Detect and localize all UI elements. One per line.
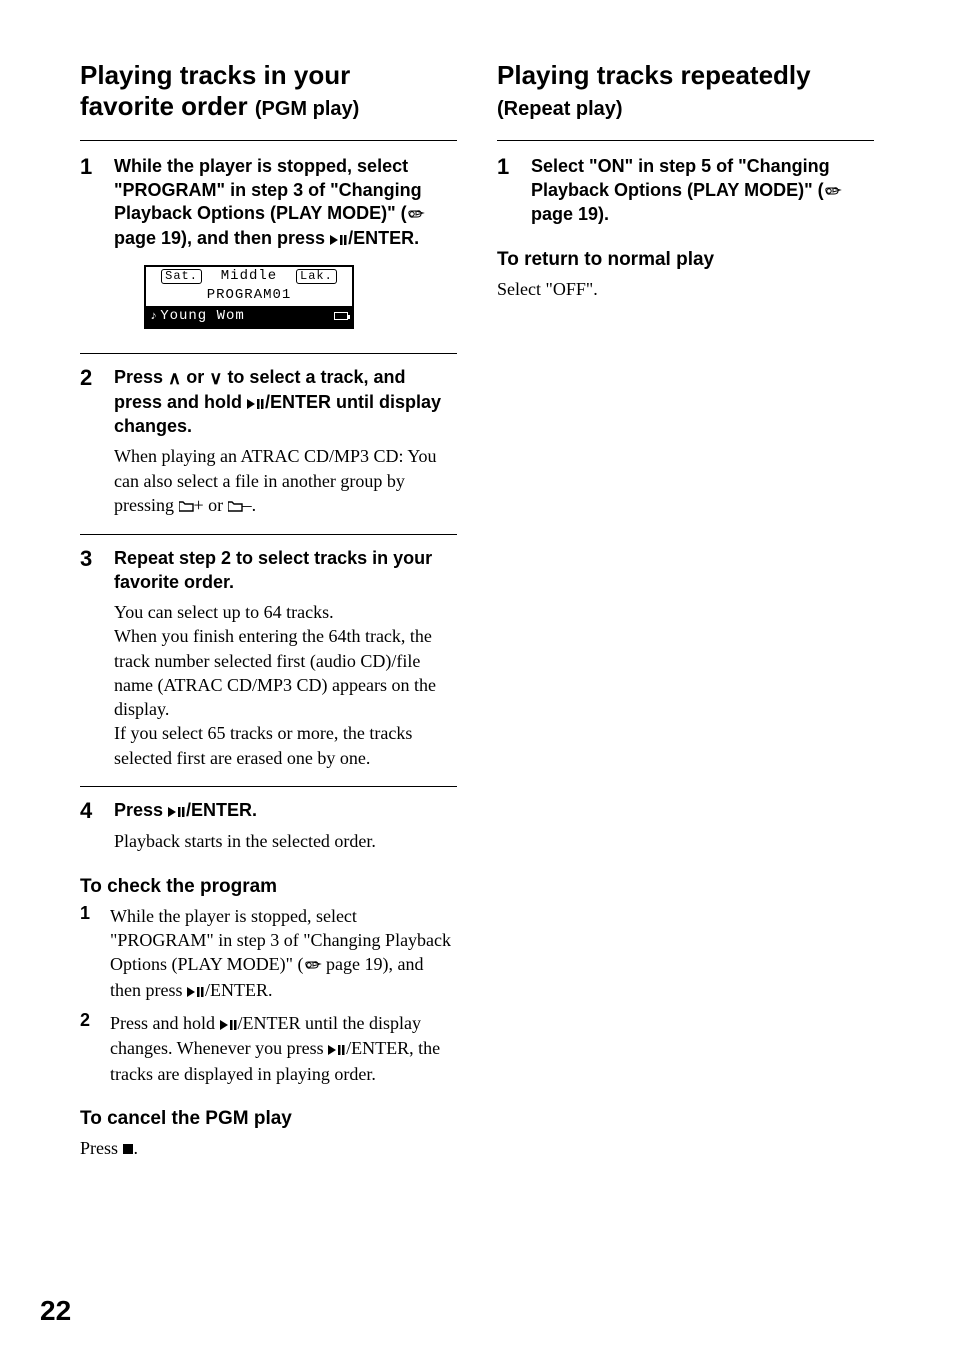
step-3-head: Repeat step 2 to select tracks in your f…: [114, 547, 457, 594]
step-number: 3: [80, 547, 102, 770]
battery-icon: [334, 312, 348, 320]
cancel-text: Press .: [80, 1136, 457, 1161]
title-sub: (PGM play): [255, 98, 359, 120]
right-step-1-head: Select "ON" in step 5 of "Changing Playb…: [531, 155, 874, 226]
right-column: Playing tracks repeatedly (Repeat play) …: [497, 60, 874, 1161]
play-pause-icon: [187, 979, 205, 1003]
lcd-sat: Sat.: [161, 269, 202, 284]
left-column: Playing tracks in your favorite order (P…: [80, 60, 457, 1161]
step-2-text: When playing an ATRAC CD/MP3 CD: You can…: [114, 444, 457, 518]
play-pause-icon: [328, 1037, 346, 1061]
title-line2: favorite order: [80, 91, 255, 121]
cancel-heading: To cancel the PGM play: [80, 1108, 457, 1130]
step-number: 1: [497, 155, 519, 226]
return-heading: To return to normal play: [497, 249, 874, 271]
step-4-text: Playback starts in the selected order.: [114, 829, 457, 853]
page-number: 22: [40, 1295, 71, 1327]
play-pause-icon: [247, 392, 265, 415]
step-4-head: Press /ENTER.: [114, 799, 457, 823]
left-title: Playing tracks in your favorite order (P…: [80, 60, 457, 122]
up-icon: ∧: [168, 367, 181, 390]
lcd-track: Young Wom: [160, 309, 334, 324]
hand-icon: [824, 180, 842, 203]
check-list: 1 While the player is stopped, select "P…: [80, 904, 457, 1086]
list-item: 1 While the player is stopped, select "P…: [80, 904, 457, 1003]
check-heading: To check the program: [80, 876, 457, 898]
list-number: 1: [80, 904, 98, 1003]
step-3-text: You can select up to 64 tracks. When you…: [114, 600, 457, 770]
step-number: 2: [80, 366, 102, 518]
lcd-middle: Middle: [221, 268, 277, 284]
play-pause-icon: [168, 800, 186, 823]
divider: [80, 534, 457, 535]
play-pause-icon: [330, 228, 348, 251]
lcd-lak: Lak.: [296, 269, 337, 284]
right-step-1: 1 Select "ON" in step 5 of "Changing Pla…: [497, 155, 874, 226]
note-icon: ♪: [150, 310, 157, 323]
check-item-2: Press and hold /ENTER until the display …: [110, 1011, 457, 1086]
hand-icon: [407, 203, 425, 226]
title-sub: (Repeat play): [497, 98, 623, 120]
step-4: 4 Press /ENTER. Playback starts in the s…: [80, 799, 457, 854]
play-pause-icon: [220, 1012, 238, 1036]
step-2: 2 Press ∧ or ∨ to select a track, and pr…: [80, 366, 457, 518]
title-line1: Playing tracks in your: [80, 60, 350, 90]
lcd-display: Sat. Middle Lak. PROGRAM01 ♪ Young Wom: [144, 265, 354, 329]
divider: [80, 353, 457, 354]
step-1: 1 While the player is stopped, select "P…: [80, 155, 457, 337]
right-title: Playing tracks repeatedly (Repeat play): [497, 60, 874, 122]
title-line1: Playing tracks repeatedly: [497, 60, 811, 90]
step-1-head: While the player is stopped, select "PRO…: [114, 155, 457, 251]
step-3: 3 Repeat step 2 to select tracks in your…: [80, 547, 457, 770]
divider: [80, 786, 457, 787]
stop-icon: [123, 1137, 134, 1161]
return-text: Select "OFF".: [497, 277, 874, 301]
step-2-head: Press ∧ or ∨ to select a track, and pres…: [114, 366, 457, 438]
check-item-1: While the player is stopped, select "PRO…: [110, 904, 457, 1003]
list-number: 2: [80, 1011, 98, 1086]
down-icon: ∨: [209, 367, 222, 390]
divider: [497, 140, 874, 141]
hand-icon: [304, 953, 322, 977]
folder-icon: [228, 494, 243, 518]
lcd-program: PROGRAM01: [146, 286, 352, 305]
divider: [80, 140, 457, 141]
folder-icon: [179, 494, 194, 518]
step-number: 1: [80, 155, 102, 337]
list-item: 2 Press and hold /ENTER until the displa…: [80, 1011, 457, 1086]
step-number: 4: [80, 799, 102, 854]
